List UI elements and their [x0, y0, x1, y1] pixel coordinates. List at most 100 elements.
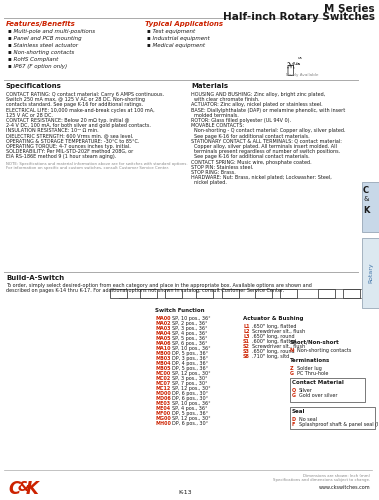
Text: with clear chromate finish.: with clear chromate finish.: [191, 97, 260, 102]
Text: Features/Benefits: Features/Benefits: [6, 21, 76, 27]
Text: OPERATING & STORAGE TEMPERATURE: -30°C to 85°C.: OPERATING & STORAGE TEMPERATURE: -30°C t…: [6, 139, 139, 144]
Text: Seal: Seal: [292, 409, 305, 414]
Text: DP, 5 pos., 36°: DP, 5 pos., 36°: [172, 366, 208, 371]
Text: MA00: MA00: [155, 316, 171, 321]
Text: ℳᵁˢ: ℳᵁˢ: [287, 60, 302, 69]
Text: molded terminals.: molded terminals.: [191, 113, 239, 118]
Text: SP, 3 pos., 30°: SP, 3 pos., 30°: [172, 376, 207, 381]
Text: Specifications and dimensions subject to change.: Specifications and dimensions subject to…: [273, 478, 370, 482]
Text: MC00: MC00: [155, 371, 170, 376]
Text: SP, 12 pos., 30°: SP, 12 pos., 30°: [172, 371, 211, 376]
Text: L2: L2: [243, 329, 249, 334]
Text: BASE: Diallylphthalate (DAP) or melamine phenolic, with insert: BASE: Diallylphthalate (DAP) or melamine…: [191, 108, 345, 112]
Text: ROTOR: Glass filled polyester (UL 94V 0).: ROTOR: Glass filled polyester (UL 94V 0)…: [191, 118, 291, 123]
Text: MF00: MF00: [155, 411, 170, 416]
Text: See page K-16 for additional contact materials.: See page K-16 for additional contact mat…: [191, 154, 310, 160]
Text: DP, 3 pos., 36°: DP, 3 pos., 36°: [172, 356, 208, 361]
Text: Newly Available: Newly Available: [286, 73, 318, 77]
Text: ELECTRICAL LIFE: 10,000 make-and-break cycles at 100 mA,: ELECTRICAL LIFE: 10,000 make-and-break c…: [6, 108, 155, 112]
Text: MA03: MA03: [155, 326, 171, 331]
Text: SP, 12 pos., 30°: SP, 12 pos., 30°: [172, 386, 211, 391]
Text: Dimensions are shown: Inch (mm): Dimensions are shown: Inch (mm): [303, 474, 370, 478]
Text: Specifications: Specifications: [6, 83, 62, 89]
Text: ▪ RoHS Compliant: ▪ RoHS Compliant: [8, 57, 58, 62]
Text: MB00: MB00: [155, 351, 171, 356]
Text: SP, 3 pos., 36°: SP, 3 pos., 36°: [172, 326, 207, 331]
Text: MA05: MA05: [155, 336, 171, 341]
Text: SP, 10 pos., 36°: SP, 10 pos., 36°: [172, 401, 211, 406]
Text: Splashproof shaft & panel seal (IP67): Splashproof shaft & panel seal (IP67): [299, 422, 379, 427]
Text: C: C: [363, 186, 369, 195]
Text: Half-inch Rotary Switches: Half-inch Rotary Switches: [223, 12, 375, 22]
Text: Screwdriver slt., flush: Screwdriver slt., flush: [252, 344, 305, 349]
Text: ME04: ME04: [155, 406, 170, 411]
Text: For information on specific and custom switches, consult Customer Service Center: For information on specific and custom s…: [6, 166, 169, 170]
Text: MB04: MB04: [155, 361, 171, 366]
Text: HARDWARE: Nut: Brass, nickel plated; Lockwasher: Steel,: HARDWARE: Nut: Brass, nickel plated; Loc…: [191, 175, 332, 180]
Text: To order, simply select desired-option from each category and place in the appro: To order, simply select desired-option f…: [6, 283, 312, 288]
Text: S2: S2: [243, 344, 250, 349]
Bar: [362, 238, 379, 308]
Text: Actuator & Bushing: Actuator & Bushing: [243, 316, 304, 321]
Bar: [343, 289, 360, 298]
Text: ▪ Medical equipment: ▪ Medical equipment: [147, 43, 205, 48]
Text: INSULATION RESISTANCE: 10¹⁰ Ω min.: INSULATION RESISTANCE: 10¹⁰ Ω min.: [6, 128, 99, 134]
Text: .600" long, flatted: .600" long, flatted: [252, 339, 296, 344]
Text: Rotary: Rotary: [368, 262, 373, 283]
Text: N: N: [290, 348, 294, 353]
Text: C: C: [8, 480, 20, 498]
Text: ME03: ME03: [155, 401, 170, 406]
Bar: [165, 289, 182, 298]
Text: See page K-16 for additional contact materials.: See page K-16 for additional contact mat…: [191, 134, 310, 138]
Text: STOP PIN: Stainless steel.: STOP PIN: Stainless steel.: [191, 165, 254, 170]
Text: Gold over silver: Gold over silver: [299, 393, 338, 398]
Text: DP, 6 pos., 30°: DP, 6 pos., 30°: [172, 391, 208, 396]
Text: SP, 7 pos., 30°: SP, 7 pos., 30°: [172, 381, 207, 386]
Text: MC02: MC02: [155, 376, 170, 381]
Text: terminals present regardless of number of switch positions.: terminals present regardless of number o…: [191, 149, 340, 154]
Text: SP, 6 pos., 36°: SP, 6 pos., 36°: [172, 341, 207, 346]
Text: DP, 6 pos., 30°: DP, 6 pos., 30°: [172, 421, 208, 426]
Text: S1: S1: [243, 339, 250, 344]
Text: Z: Z: [290, 366, 294, 371]
Text: M Series: M Series: [324, 4, 375, 14]
Text: ▪ Panel and PCB mounting: ▪ Panel and PCB mounting: [8, 36, 81, 41]
Text: No seal: No seal: [299, 417, 317, 422]
Bar: [362, 182, 379, 232]
Text: STATIONARY CONTACT & ALL TERMINALS: Q contact material:: STATIONARY CONTACT & ALL TERMINALS: Q co…: [191, 139, 342, 144]
Text: NOTE: Specifications and material information above are for switches with standa: NOTE: Specifications and material inform…: [6, 162, 188, 166]
Text: &: &: [363, 196, 368, 202]
Bar: [222, 289, 239, 298]
Text: ▪ Stainless steel actuator: ▪ Stainless steel actuator: [8, 43, 78, 48]
Text: MA04: MA04: [155, 331, 171, 336]
Text: DP, 4 pos., 36°: DP, 4 pos., 36°: [172, 361, 208, 366]
Text: nickel plated.: nickel plated.: [191, 180, 227, 186]
Text: MOVABLE CONTACTS:: MOVABLE CONTACTS:: [191, 123, 244, 128]
Bar: [140, 289, 157, 298]
Text: MA10: MA10: [155, 346, 171, 351]
Text: contacts standard. See page K-16 for additional ratings.: contacts standard. See page K-16 for add…: [6, 102, 143, 108]
Text: EIA RS-186E method 9 (1 hour steam aging).: EIA RS-186E method 9 (1 hour steam aging…: [6, 154, 116, 160]
Text: ▪ Industrial equipment: ▪ Industrial equipment: [147, 36, 210, 41]
Text: 2-4 V DC, 100 mA, for both silver and gold plated contacts.: 2-4 V DC, 100 mA, for both silver and go…: [6, 123, 151, 128]
Bar: [196, 289, 213, 298]
Text: SP, 5 pos., 36°: SP, 5 pos., 36°: [172, 336, 207, 341]
Text: OPERATING TORQUE: 4-7 ounces inches typ. initial.: OPERATING TORQUE: 4-7 ounces inches typ.…: [6, 144, 131, 149]
Text: Non-shorting contacts: Non-shorting contacts: [297, 348, 351, 353]
Text: S8: S8: [243, 354, 250, 359]
Text: K: K: [363, 206, 370, 215]
Bar: [290, 407, 375, 429]
Text: CONTACT RATING: Q contact material: Carry 6 AMPS continuous.: CONTACT RATING: Q contact material: Carr…: [6, 92, 164, 97]
Text: ⒰: ⒰: [286, 64, 293, 77]
Text: CONTACT RESISTANCE: Below 20 mΩ typ. initial @: CONTACT RESISTANCE: Below 20 mΩ typ. ini…: [6, 118, 130, 123]
Text: DIELECTRIC STRENGTH: 600 Vrms min. @ sea level.: DIELECTRIC STRENGTH: 600 Vrms min. @ sea…: [6, 134, 133, 138]
Text: Non-shorting - Q contact material: Copper alloy, silver plated.: Non-shorting - Q contact material: Coppe…: [191, 128, 346, 134]
Text: ACTUATOR: Zinc alloy, nickel plated or stainless steel.: ACTUATOR: Zinc alloy, nickel plated or s…: [191, 102, 323, 108]
Text: K-13: K-13: [178, 490, 192, 495]
Text: MB03: MB03: [155, 356, 171, 361]
Text: www.ckswitches.com: www.ckswitches.com: [318, 485, 370, 490]
Text: K: K: [26, 480, 39, 498]
Text: SOLDERABILITY: Per MIL-STD-202F method 208G, or: SOLDERABILITY: Per MIL-STD-202F method 2…: [6, 149, 133, 154]
Text: SP, 4 pos., 36°: SP, 4 pos., 36°: [172, 331, 207, 336]
Text: L1: L1: [243, 324, 249, 329]
